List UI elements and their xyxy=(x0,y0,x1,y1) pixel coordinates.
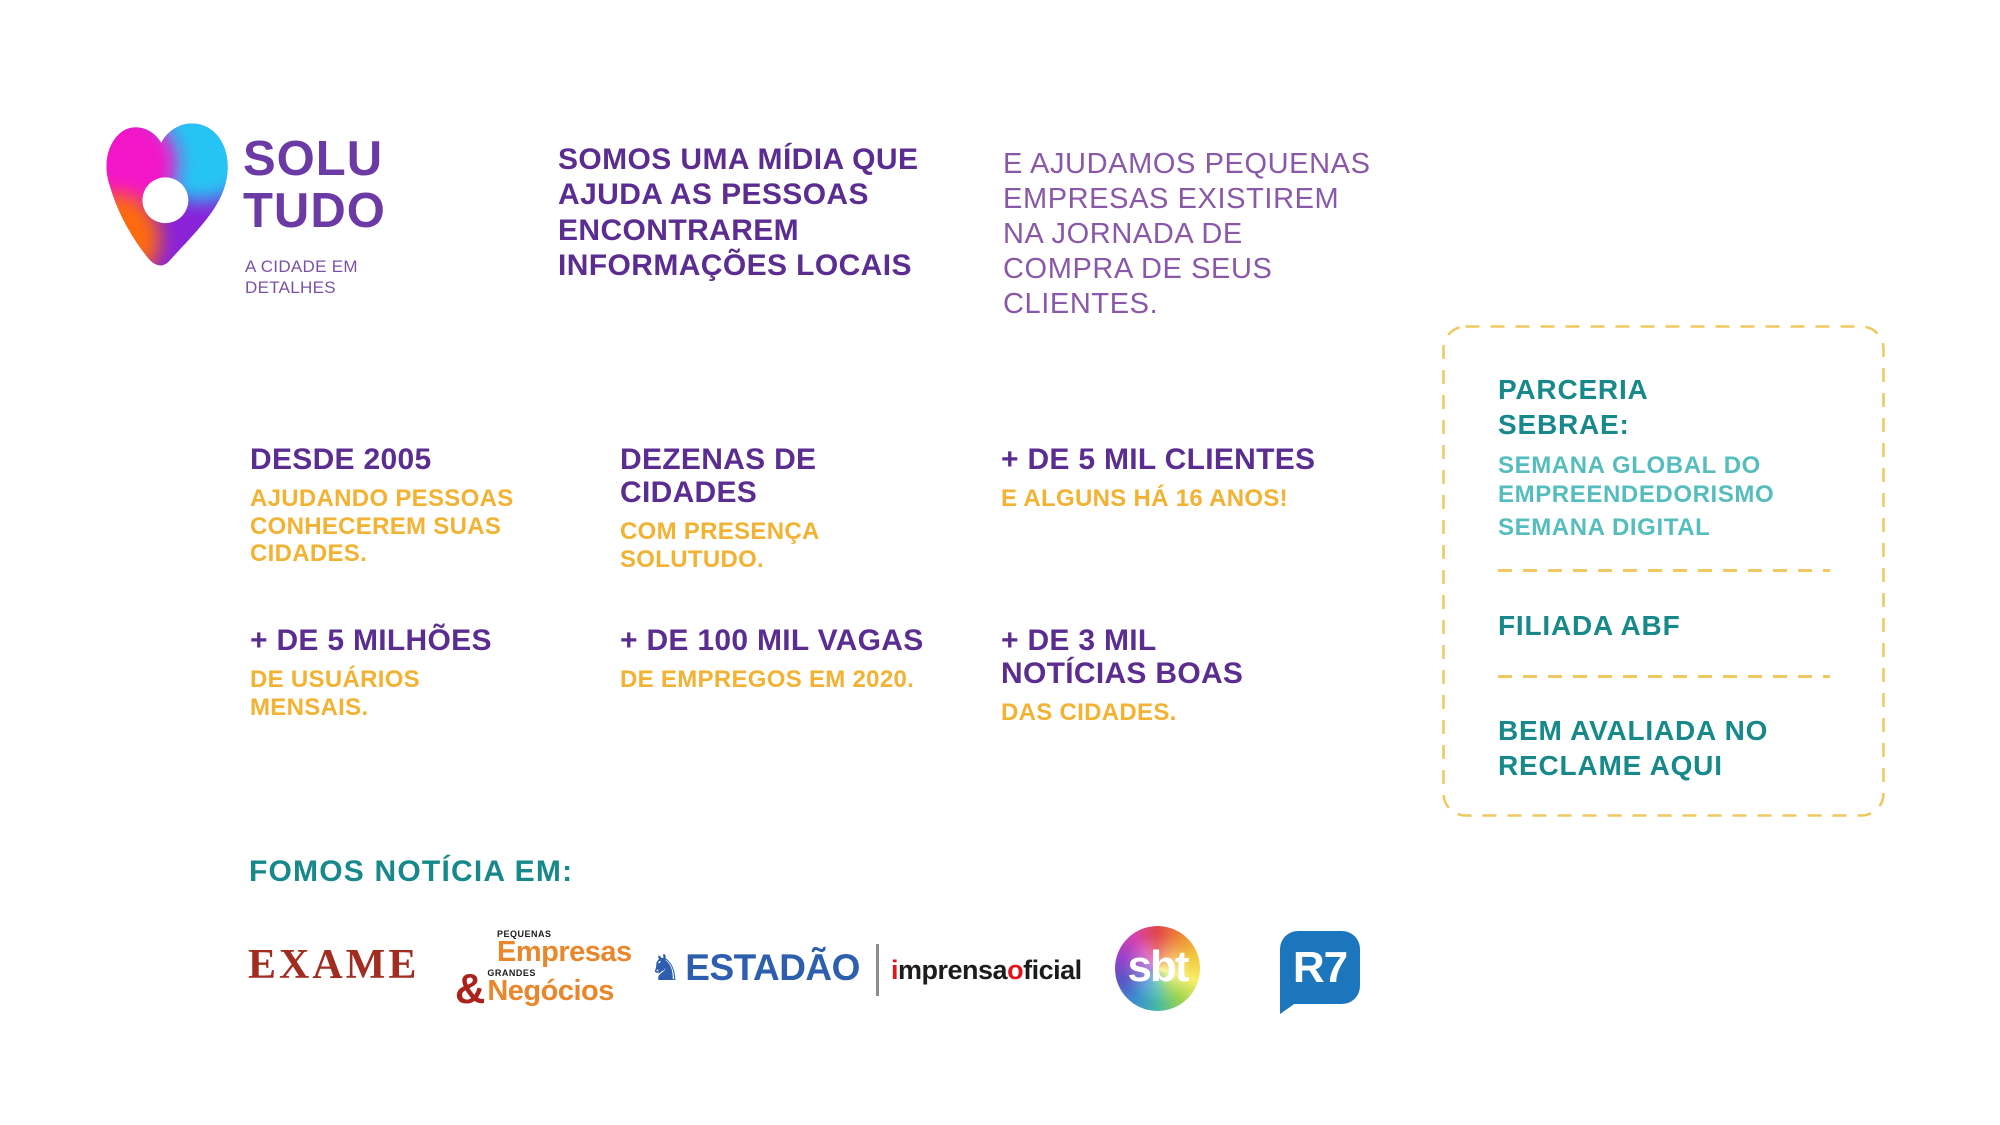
stat-title: + DE 5 MIL CLIENTES xyxy=(1001,443,1316,476)
stat-title: + DE 100 MIL VAGAS xyxy=(620,624,924,657)
imprensa-oficial-logo: imprensaoficial xyxy=(876,944,1082,996)
brand-wordmark-line2: TUDO xyxy=(243,184,386,239)
estadao-knight-icon: ♞ xyxy=(649,947,682,988)
peg-small-label: PEQUENAS xyxy=(497,929,552,939)
imprensa-vertical-bar xyxy=(876,944,879,996)
imprensa-ficial: ficial xyxy=(1023,954,1082,985)
stat-subtitle: DE EMPREGOS EM 2020. xyxy=(620,666,915,693)
r7-logo: R7 xyxy=(1280,931,1360,1004)
dashed-divider xyxy=(1498,675,1830,678)
stat-3-mil-noticias: + DE 3 MIL NOTÍCIAS BOAS DAS CIDADES. xyxy=(1001,624,1266,727)
partner-abf-title: FILIADA ABF xyxy=(1498,610,1681,641)
imprensa-mprensa: mprensa xyxy=(898,954,1008,985)
peg-word-negocios: Negócios xyxy=(487,974,614,1007)
sbt-wordmark: sbt xyxy=(1127,941,1190,991)
partner-item-semana-digital: SEMANA DIGITAL xyxy=(1498,514,1711,541)
stat-subtitle: E ALGUNS HÁ 16 ANOS! xyxy=(1001,485,1288,512)
sbt-logo: sbt xyxy=(1115,926,1200,1011)
partner-box: PARCERIA SEBRAE: SEMANA GLOBAL DO EMPREE… xyxy=(1442,325,1885,817)
partner-sebrae-title: PARCERIA SEBRAE: xyxy=(1498,374,1648,440)
stat-desde-2005: DESDE 2005 AJUDANDO PESSOAS CONHECEREM S… xyxy=(250,443,515,568)
partner-reclame-aqui-title: BEM AVALIADA NO RECLAME AQUI xyxy=(1498,715,1769,781)
stat-title: DEZENAS DE CIDADES xyxy=(620,443,817,509)
pequenas-empresas-grandes-negocios-logo: PEQUENAS Empresas & GRANDES Negócios xyxy=(455,930,632,1012)
dashed-divider xyxy=(1498,569,1830,572)
stat-5-mil-clientes: + DE 5 MIL CLIENTES E ALGUNS HÁ 16 ANOS! xyxy=(1001,443,1396,513)
headline: SOMOS UMA MÍDIA QUE AJUDA AS PESSOAS ENC… xyxy=(558,143,919,283)
stat-dezenas-cidades: DEZENAS DE CIDADES COM PRESENÇA SOLUTUDO… xyxy=(620,443,845,573)
dashed-border xyxy=(1442,325,1885,817)
exame-logo: EXAME xyxy=(248,942,420,988)
press-heading: FOMOS NOTÍCIA EM: xyxy=(249,855,574,888)
peg-top-row: PEQUENAS Empresas xyxy=(497,930,632,967)
stat-title: DESDE 2005 xyxy=(250,443,432,476)
solutudo-heart-icon xyxy=(106,123,228,266)
stat-100-mil-vagas: + DE 100 MIL VAGAS DE EMPREGOS EM 2020. xyxy=(620,624,1015,694)
stat-title: + DE 5 MILHÕES xyxy=(250,624,492,657)
brand-tagline: A CIDADE EM DETALHES xyxy=(245,257,358,297)
estadao-wordmark: ESTADÃO xyxy=(685,947,860,988)
peg-word-empresas: Empresas xyxy=(497,936,632,968)
r7-wordmark: R7 xyxy=(1292,942,1348,992)
imprensa-i: i xyxy=(891,954,899,985)
peg-bottom-row: & GRANDES Negócios xyxy=(455,964,632,1012)
stat-title: + DE 3 MIL NOTÍCIAS BOAS xyxy=(1001,624,1244,690)
imprensa-wordmark: imprensaoficial xyxy=(891,955,1082,986)
imprensa-gear-o-icon: o xyxy=(1007,954,1024,985)
partner-item-semana-global: SEMANA GLOBAL DO EMPREENDEDORISMO xyxy=(1498,452,1775,508)
stat-subtitle: COM PRESENÇA SOLUTUDO. xyxy=(620,518,819,573)
peg-small-label: GRANDES xyxy=(487,967,536,978)
stat-subtitle: DAS CIDADES. xyxy=(1001,699,1177,726)
stat-subtitle: AJUDANDO PESSOAS CONHECEREM SUAS CIDADES… xyxy=(250,485,514,568)
brand-wordmark-line1: SOLU xyxy=(243,132,384,186)
stat-subtitle: DE USUÁRIOS MENSAIS. xyxy=(250,666,420,721)
stat-5-milhoes-usuarios: + DE 5 MILHÕES DE USUÁRIOS MENSAIS. xyxy=(250,624,515,721)
estadao-logo: ♞ ESTADÃO xyxy=(649,947,860,989)
brand-wordmark: SOLU TUDO xyxy=(243,133,386,238)
subheadline: E AJUDAMOS PEQUENAS EMPRESAS EXISTIREM N… xyxy=(1003,148,1371,321)
peg-ampersand: & xyxy=(455,964,486,1012)
